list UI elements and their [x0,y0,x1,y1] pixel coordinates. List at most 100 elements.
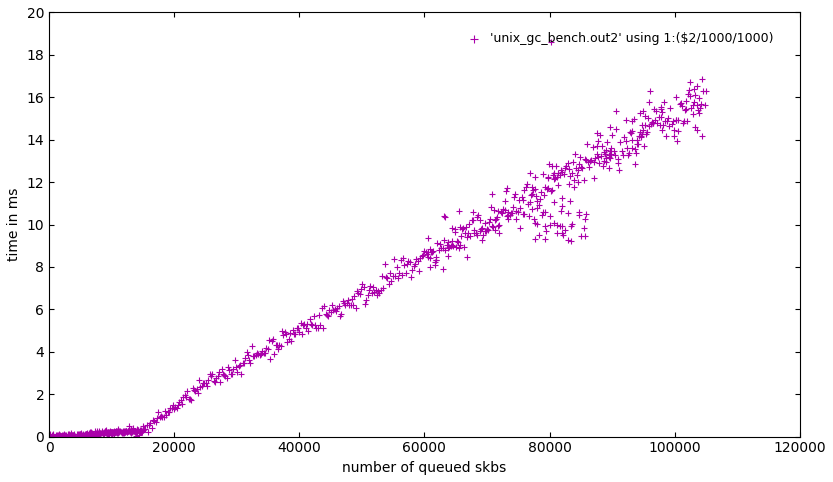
'unix_gc_bench.out2' using 1:($2/1000/1000) [57,432,71,440]
'unix_gc_bench.out2' using 1:($2/1000/1000) [436,244,449,252]
'unix_gc_bench.out2' using 1:($2/1000/1000) [642,98,656,106]
'unix_gc_bench.out2' using 1:($2/1000/1000) [578,156,591,163]
'unix_gc_bench.out2' using 1:($2/1000/1000) [591,142,604,149]
'unix_gc_bench.out2' using 1:($2/1000/1000) [43,432,57,440]
'unix_gc_bench.out2' using 1:($2/1000/1000) [526,190,539,198]
'unix_gc_bench.out2' using 1:($2/1000/1000) [433,241,446,248]
'unix_gc_bench.out2' using 1:($2/1000/1000) [103,428,117,436]
'unix_gc_bench.out2' using 1:($2/1000/1000) [430,256,443,264]
'unix_gc_bench.out2' using 1:($2/1000/1000) [149,418,162,426]
'unix_gc_bench.out2' using 1:($2/1000/1000) [376,272,389,280]
'unix_gc_bench.out2' using 1:($2/1000/1000) [655,113,668,120]
'unix_gc_bench.out2' using 1:($2/1000/1000) [639,113,652,120]
X-axis label: number of queued skbs: number of queued skbs [342,461,506,475]
'unix_gc_bench.out2' using 1:($2/1000/1000) [211,373,224,380]
'unix_gc_bench.out2' using 1:($2/1000/1000) [526,205,539,213]
'unix_gc_bench.out2' using 1:($2/1000/1000) [98,427,112,435]
'unix_gc_bench.out2' using 1:($2/1000/1000) [82,428,96,436]
'unix_gc_bench.out2' using 1:($2/1000/1000) [210,374,223,382]
'unix_gc_bench.out2' using 1:($2/1000/1000) [58,432,72,440]
'unix_gc_bench.out2' using 1:($2/1000/1000) [586,143,600,150]
'unix_gc_bench.out2' using 1:($2/1000/1000) [556,194,569,202]
'unix_gc_bench.out2' using 1:($2/1000/1000) [362,286,376,294]
'unix_gc_bench.out2' using 1:($2/1000/1000) [562,166,576,174]
'unix_gc_bench.out2' using 1:($2/1000/1000) [441,252,454,260]
'unix_gc_bench.out2' using 1:($2/1000/1000) [153,414,167,421]
'unix_gc_bench.out2' using 1:($2/1000/1000) [84,430,97,438]
'unix_gc_bench.out2' using 1:($2/1000/1000) [207,377,220,385]
'unix_gc_bench.out2' using 1:($2/1000/1000) [65,431,78,439]
'unix_gc_bench.out2' using 1:($2/1000/1000) [492,229,506,237]
'unix_gc_bench.out2' using 1:($2/1000/1000) [578,215,591,223]
'unix_gc_bench.out2' using 1:($2/1000/1000) [104,429,117,437]
'unix_gc_bench.out2' using 1:($2/1000/1000) [635,133,648,141]
'unix_gc_bench.out2' using 1:($2/1000/1000) [572,212,586,219]
'unix_gc_bench.out2' using 1:($2/1000/1000) [517,211,531,218]
'unix_gc_bench.out2' using 1:($2/1000/1000) [73,430,87,438]
'unix_gc_bench.out2' using 1:($2/1000/1000) [462,221,476,228]
'unix_gc_bench.out2' using 1:($2/1000/1000) [547,219,561,227]
'unix_gc_bench.out2' using 1:($2/1000/1000) [494,208,507,215]
'unix_gc_bench.out2' using 1:($2/1000/1000) [365,289,378,297]
'unix_gc_bench.out2' using 1:($2/1000/1000) [589,154,602,161]
'unix_gc_bench.out2' using 1:($2/1000/1000) [658,117,671,125]
'unix_gc_bench.out2' using 1:($2/1000/1000) [594,132,607,139]
'unix_gc_bench.out2' using 1:($2/1000/1000) [54,433,67,441]
'unix_gc_bench.out2' using 1:($2/1000/1000) [535,188,548,196]
'unix_gc_bench.out2' using 1:($2/1000/1000) [91,428,104,435]
'unix_gc_bench.out2' using 1:($2/1000/1000) [602,151,616,159]
'unix_gc_bench.out2' using 1:($2/1000/1000) [109,427,122,435]
'unix_gc_bench.out2' using 1:($2/1000/1000) [335,310,348,318]
'unix_gc_bench.out2' using 1:($2/1000/1000) [591,137,604,145]
'unix_gc_bench.out2' using 1:($2/1000/1000) [601,138,614,146]
'unix_gc_bench.out2' using 1:($2/1000/1000) [64,432,77,440]
'unix_gc_bench.out2' using 1:($2/1000/1000) [668,133,681,140]
'unix_gc_bench.out2' using 1:($2/1000/1000) [285,337,298,345]
'unix_gc_bench.out2' using 1:($2/1000/1000) [176,400,189,408]
'unix_gc_bench.out2' using 1:($2/1000/1000) [185,396,198,404]
'unix_gc_bench.out2' using 1:($2/1000/1000) [440,241,453,249]
'unix_gc_bench.out2' using 1:($2/1000/1000) [432,247,446,254]
'unix_gc_bench.out2' using 1:($2/1000/1000) [47,433,61,441]
'unix_gc_bench.out2' using 1:($2/1000/1000) [65,432,78,440]
'unix_gc_bench.out2' using 1:($2/1000/1000) [491,222,504,230]
'unix_gc_bench.out2' using 1:($2/1000/1000) [85,430,98,438]
'unix_gc_bench.out2' using 1:($2/1000/1000) [302,327,315,335]
'unix_gc_bench.out2' using 1:($2/1000/1000) [340,299,353,307]
'unix_gc_bench.out2' using 1:($2/1000/1000) [95,428,108,435]
'unix_gc_bench.out2' using 1:($2/1000/1000) [94,430,107,438]
'unix_gc_bench.out2' using 1:($2/1000/1000) [466,216,480,224]
'unix_gc_bench.out2' using 1:($2/1000/1000) [57,430,71,438]
'unix_gc_bench.out2' using 1:($2/1000/1000) [85,430,98,438]
'unix_gc_bench.out2' using 1:($2/1000/1000) [561,236,574,243]
'unix_gc_bench.out2' using 1:($2/1000/1000) [636,126,650,134]
'unix_gc_bench.out2' using 1:($2/1000/1000) [112,429,125,437]
'unix_gc_bench.out2' using 1:($2/1000/1000) [390,263,403,270]
'unix_gc_bench.out2' using 1:($2/1000/1000) [426,247,440,255]
'unix_gc_bench.out2' using 1:($2/1000/1000) [507,193,521,201]
'unix_gc_bench.out2' using 1:($2/1000/1000) [329,307,342,315]
'unix_gc_bench.out2' using 1:($2/1000/1000) [80,432,93,440]
'unix_gc_bench.out2' using 1:($2/1000/1000) [621,145,634,152]
'unix_gc_bench.out2' using 1:($2/1000/1000) [105,431,118,439]
'unix_gc_bench.out2' using 1:($2/1000/1000) [59,433,72,441]
'unix_gc_bench.out2' using 1:($2/1000/1000) [476,237,489,244]
'unix_gc_bench.out2' using 1:($2/1000/1000) [605,144,618,151]
'unix_gc_bench.out2' using 1:($2/1000/1000) [682,86,696,94]
'unix_gc_bench.out2' using 1:($2/1000/1000) [254,350,267,358]
'unix_gc_bench.out2' using 1:($2/1000/1000) [107,428,121,435]
'unix_gc_bench.out2' using 1:($2/1000/1000) [686,110,700,118]
'unix_gc_bench.out2' using 1:($2/1000/1000) [79,430,92,438]
'unix_gc_bench.out2' using 1:($2/1000/1000) [72,430,86,438]
'unix_gc_bench.out2' using 1:($2/1000/1000) [565,169,578,176]
'unix_gc_bench.out2' using 1:($2/1000/1000) [93,429,107,437]
'unix_gc_bench.out2' using 1:($2/1000/1000) [133,428,147,435]
'unix_gc_bench.out2' using 1:($2/1000/1000) [544,187,557,195]
'unix_gc_bench.out2' using 1:($2/1000/1000) [147,417,161,425]
'unix_gc_bench.out2' using 1:($2/1000/1000) [673,100,686,107]
'unix_gc_bench.out2' using 1:($2/1000/1000) [115,428,128,436]
'unix_gc_bench.out2' using 1:($2/1000/1000) [539,222,552,230]
'unix_gc_bench.out2' using 1:($2/1000/1000) [53,432,67,440]
'unix_gc_bench.out2' using 1:($2/1000/1000) [656,121,670,129]
'unix_gc_bench.out2' using 1:($2/1000/1000) [587,159,601,166]
